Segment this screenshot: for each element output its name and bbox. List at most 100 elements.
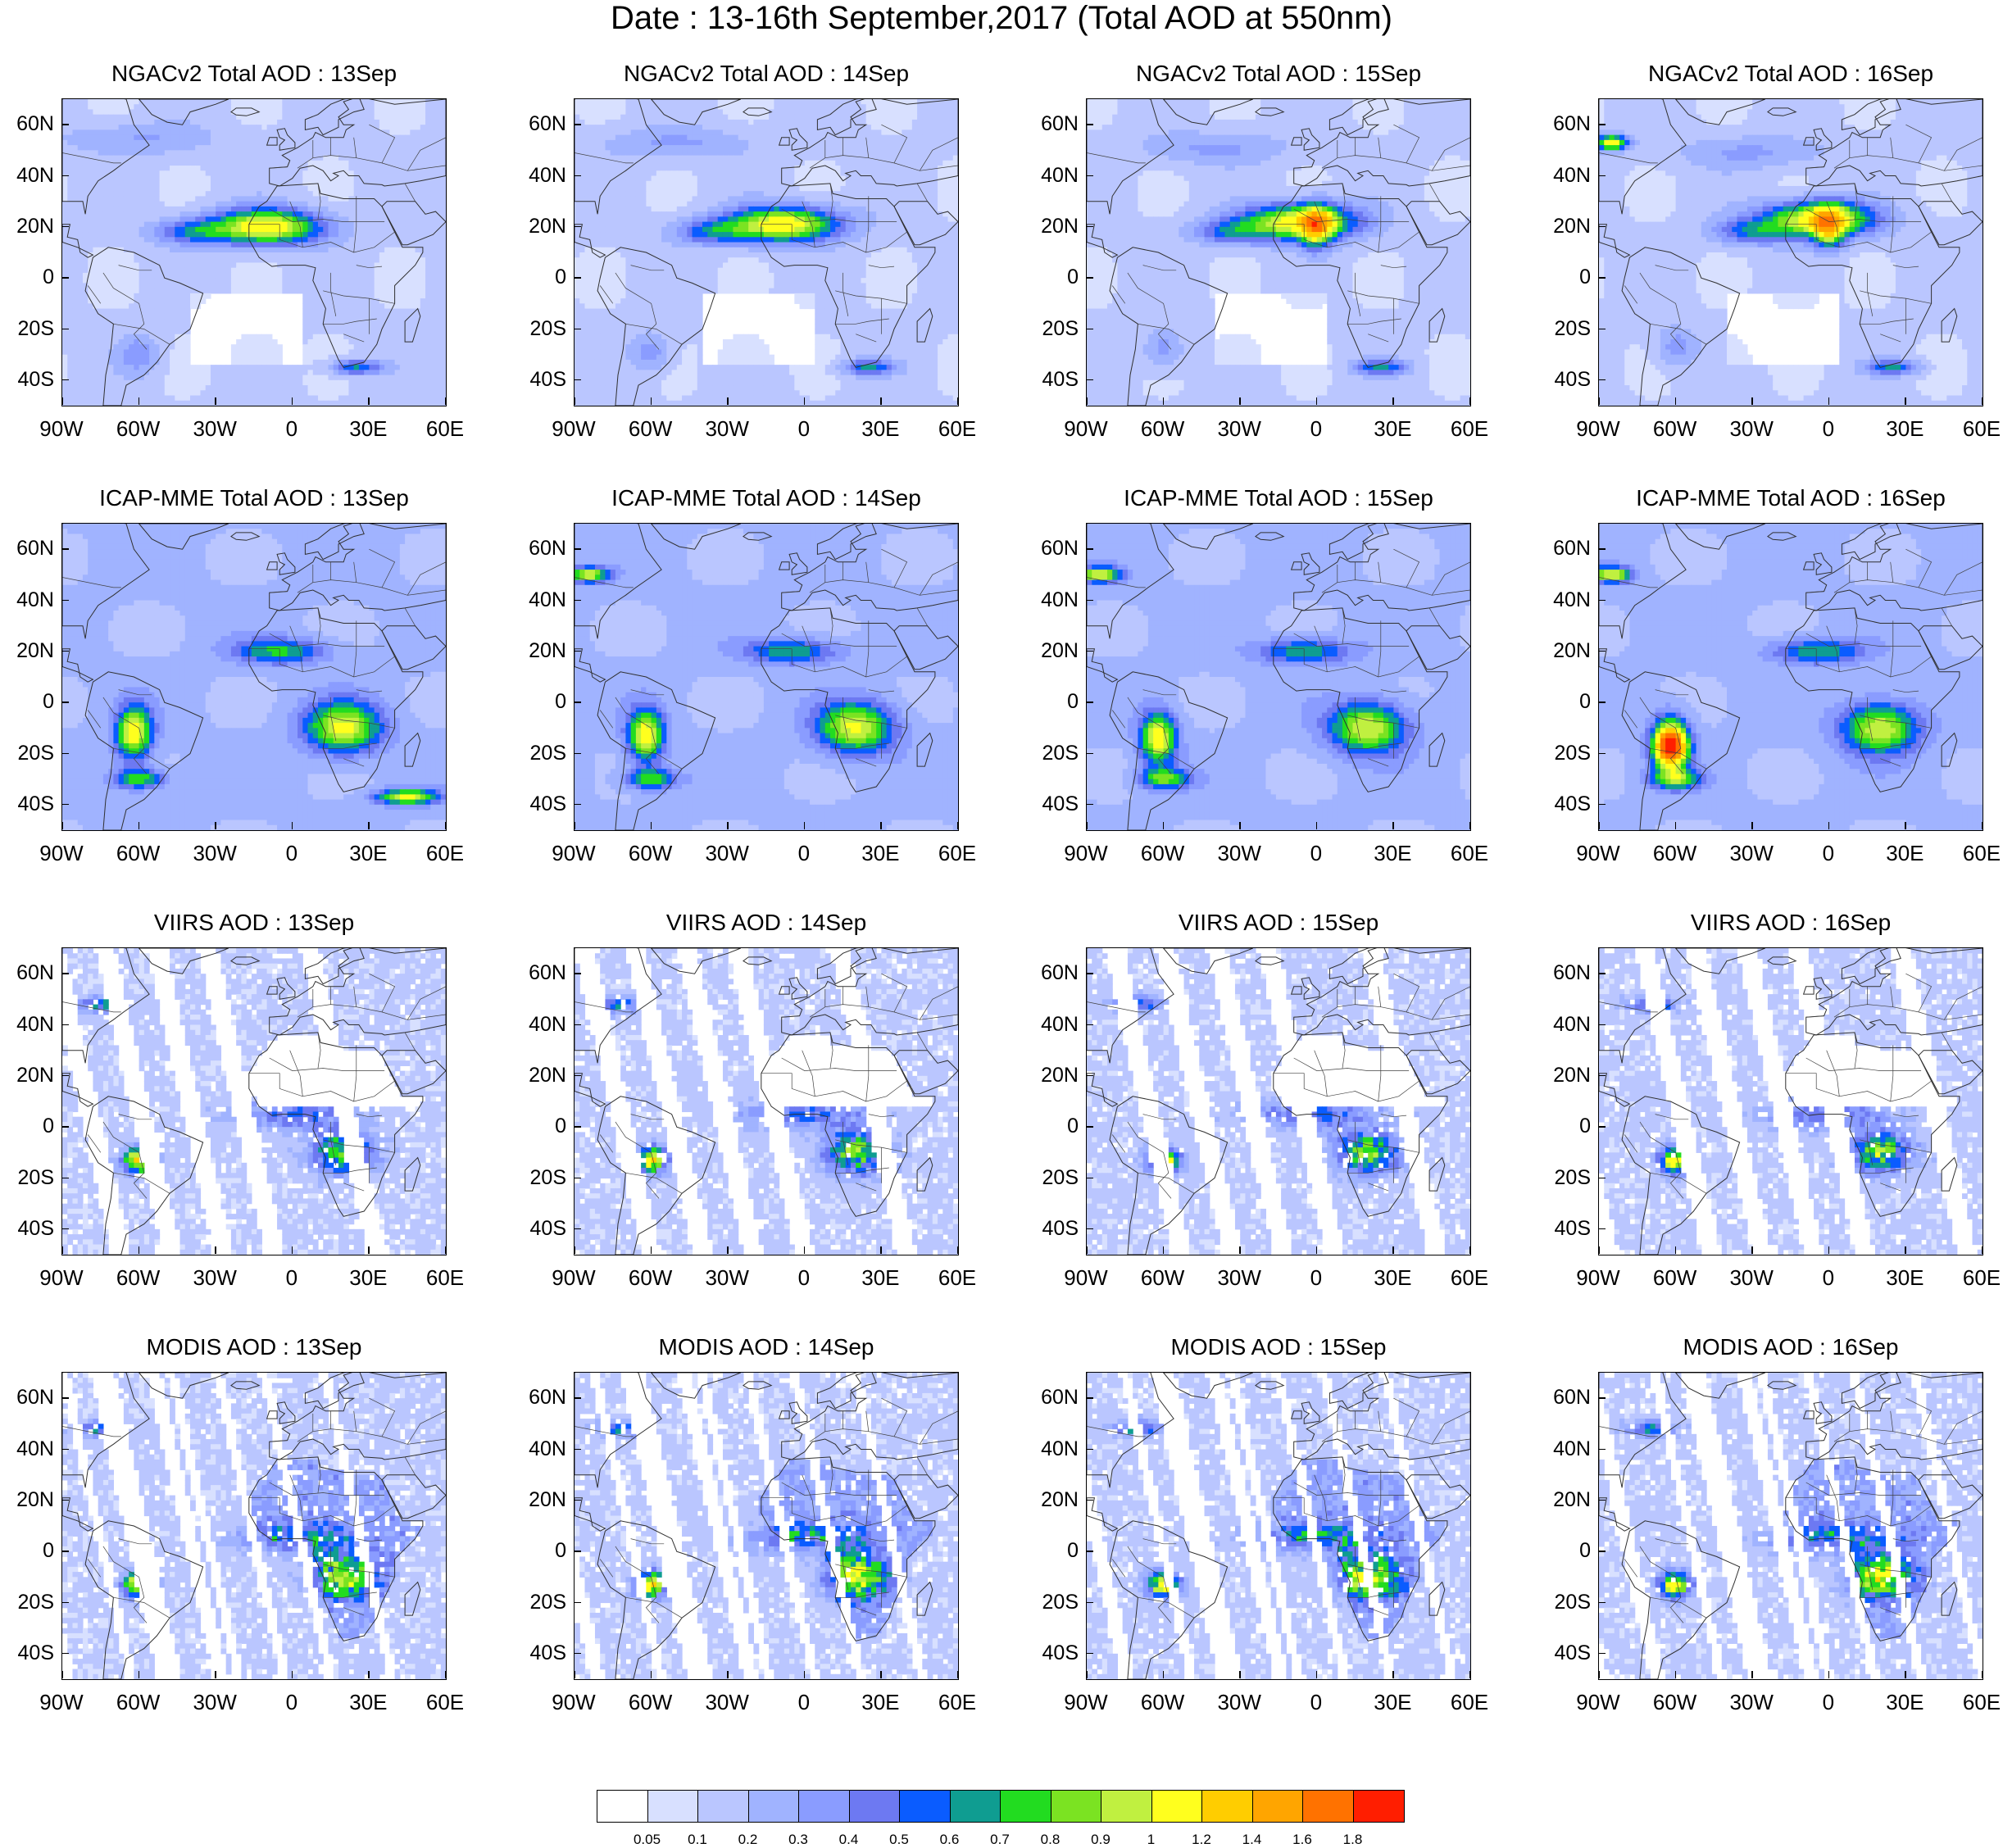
lon-tick: [1315, 1671, 1318, 1678]
lat-tick-label: 0: [1542, 267, 1591, 288]
lon-tick: [650, 1671, 652, 1678]
country-border: [404, 1456, 416, 1475]
lat-tick-label: 60N: [517, 1387, 566, 1408]
country-border: [269, 1057, 385, 1071]
country-border: [1890, 1045, 1894, 1102]
country-border: [1355, 1546, 1361, 1590]
lat-tick: [1598, 1074, 1606, 1077]
country-border: [1905, 1397, 1933, 1437]
lon-tick: [574, 1671, 575, 1678]
coastline-central-america: [62, 1497, 94, 1532]
coastlines: [575, 1373, 958, 1679]
lon-tick: [1315, 397, 1318, 405]
lon-tick: [1905, 397, 1906, 405]
country-border: [865, 986, 870, 1007]
country-border: [1639, 1546, 1684, 1623]
lon-tick: [727, 1671, 729, 1678]
lon-tick: [1086, 822, 1088, 829]
coastline-south-america: [597, 671, 716, 830]
coastline-scandinavia: [816, 99, 877, 136]
country-border: [1087, 1426, 1146, 1437]
lat-tick: [1598, 1397, 1606, 1399]
lat-tick: [1598, 1448, 1606, 1450]
lat-tick: [1598, 803, 1606, 806]
lat-tick-label: 20S: [5, 1591, 54, 1613]
lon-tick: [1239, 1246, 1241, 1254]
lat-tick: [574, 379, 581, 381]
lon-tick-label: 30W: [182, 1691, 248, 1713]
country-border: [1650, 1172, 1707, 1194]
country-border: [1860, 715, 1932, 729]
country-border: [1431, 137, 1470, 171]
country-border: [1111, 710, 1126, 729]
country-border: [407, 986, 446, 1020]
lon-tick-label: 30W: [1719, 1267, 1784, 1288]
coastline-europe-asia: [1293, 1373, 1470, 1460]
coastline-iceland: [1766, 956, 1797, 965]
panel-title: VIIRS AOD : 16Sep: [1537, 910, 2003, 936]
colorbar-swatch: [597, 1790, 648, 1823]
lat-tick: [61, 225, 69, 228]
lat-tick: [1086, 650, 1093, 652]
country-border: [625, 747, 683, 770]
coastline-europe-asia: [1805, 948, 1983, 1036]
lat-tick-label: 40S: [1029, 1642, 1079, 1664]
lat-tick: [574, 277, 581, 279]
coastlines: [1599, 99, 1983, 406]
coastline-ireland: [778, 986, 790, 995]
lat-tick-label: 20S: [1029, 1167, 1079, 1188]
lon-tick-label: 30E: [335, 1267, 401, 1288]
country-border: [353, 137, 357, 158]
country-border: [62, 577, 121, 588]
coastline-north-america: [575, 99, 662, 215]
country-border: [102, 272, 148, 350]
lat-tick: [574, 1551, 581, 1552]
country-border: [829, 607, 833, 644]
map-plot-area: [1598, 947, 1983, 1255]
lat-tick: [574, 1652, 581, 1655]
country-border: [1142, 1114, 1177, 1120]
coastline-arabia: [1918, 625, 1983, 670]
lat-tick-label: 60N: [5, 538, 54, 559]
lon-tick-label: 30W: [1206, 418, 1272, 439]
country-border: [1943, 137, 1983, 171]
country-border: [248, 224, 395, 253]
lat-tick: [574, 1177, 581, 1178]
lon-tick: [1751, 397, 1753, 405]
country-border: [1890, 620, 1894, 678]
country-border: [865, 1045, 870, 1102]
lon-tick-label: 60W: [1130, 842, 1196, 864]
country-border: [289, 625, 303, 672]
country-border: [829, 183, 833, 220]
coastline-uk: [1301, 977, 1320, 1000]
country-border: [1650, 747, 1707, 770]
country-border: [356, 1538, 383, 1542]
country-border: [1393, 548, 1420, 588]
lat-tick-label: 0: [517, 267, 566, 288]
aod-field: [575, 948, 958, 1255]
lon-tick-label: 30W: [182, 1267, 248, 1288]
country-border: [118, 1114, 152, 1120]
country-border: [1624, 1559, 1638, 1578]
map-plot-area: [61, 947, 447, 1255]
lon-tick-label: 60E: [1949, 1691, 2003, 1713]
lat-tick-label: 60N: [517, 114, 566, 134]
country-border: [1428, 607, 1440, 626]
lon-tick: [368, 822, 370, 829]
country-border: [1655, 689, 1689, 696]
lon-tick: [727, 1246, 729, 1254]
coastline-ireland: [266, 1410, 278, 1419]
map-plot-area: [1598, 98, 1983, 406]
aod-field: [62, 524, 446, 830]
aod-field: [575, 1373, 958, 1679]
aod-field: [62, 99, 446, 406]
lon-tick: [215, 1671, 216, 1678]
country-border: [781, 1482, 897, 1496]
lat-tick: [61, 379, 69, 381]
aod-field: [1087, 1373, 1470, 1679]
colorbar-label: 0.9: [1076, 1832, 1125, 1847]
coastline-north-america: [1087, 948, 1174, 1064]
country-border: [1892, 265, 1919, 269]
coastline-central-america: [1087, 1497, 1119, 1532]
lat-tick-label: 20N: [1029, 1489, 1079, 1510]
